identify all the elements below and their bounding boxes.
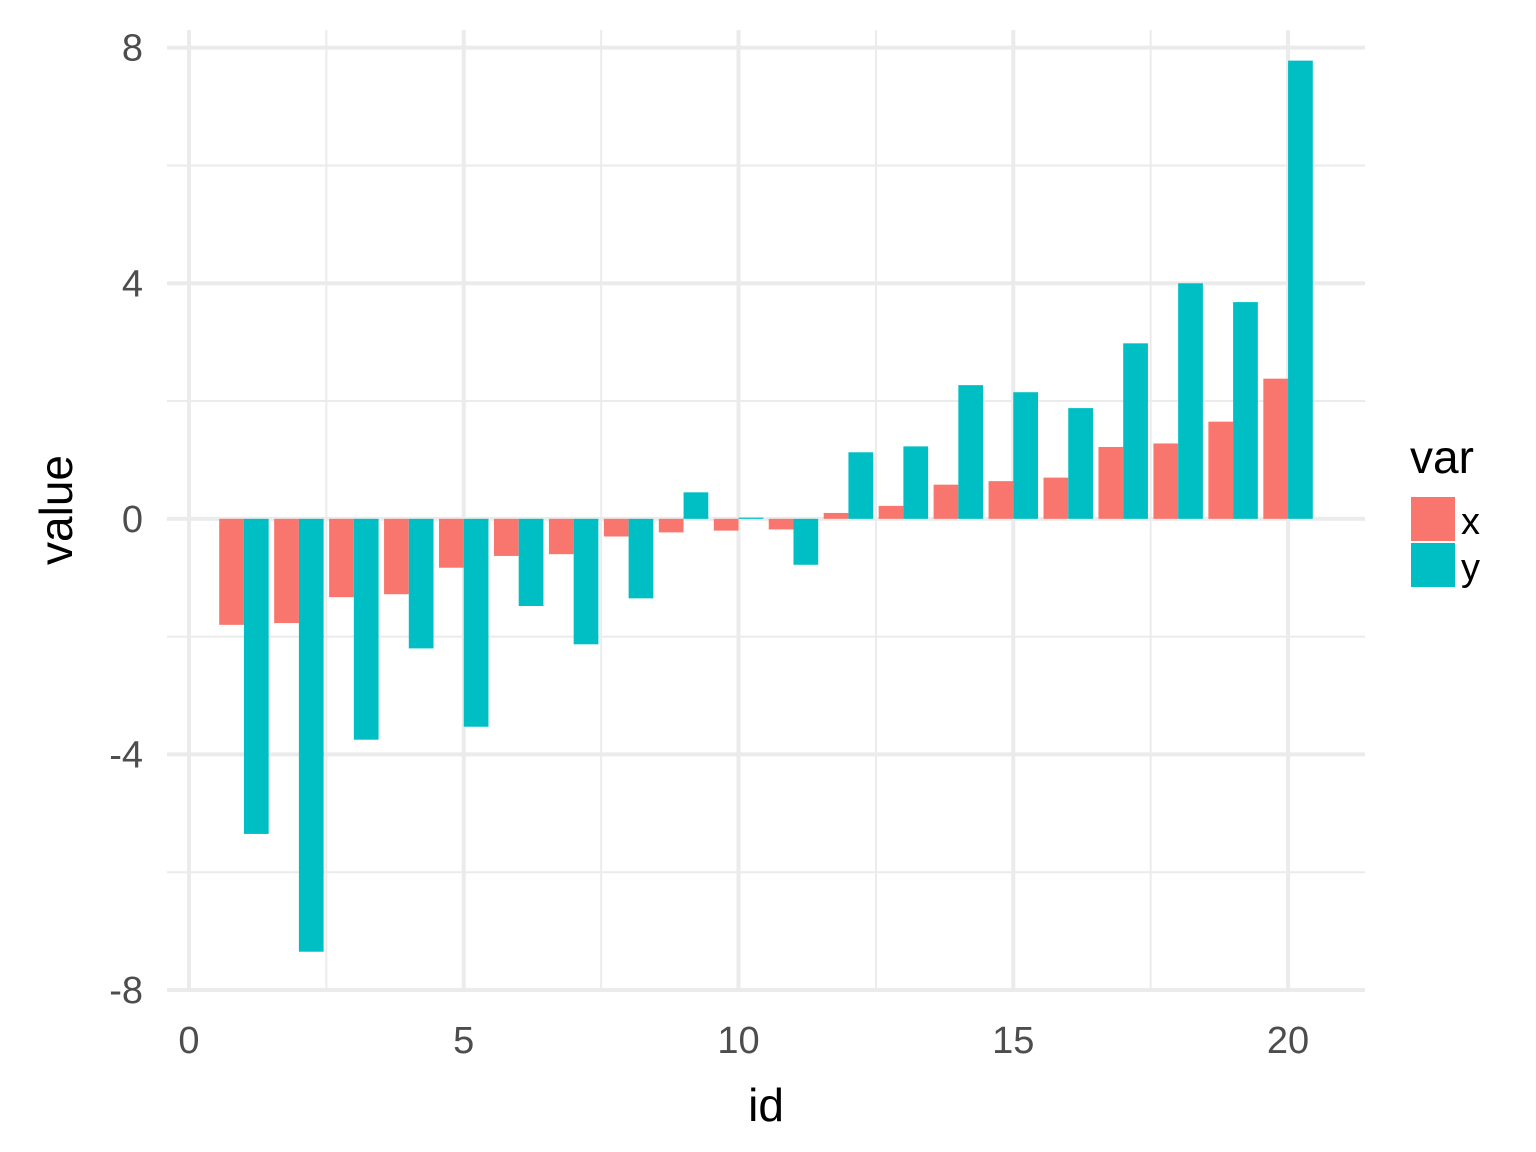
y-tick-label: 4	[122, 263, 143, 305]
x-tick-label: 15	[992, 1020, 1034, 1062]
bar-y-19	[1233, 302, 1258, 519]
bar-y-5	[463, 518, 489, 727]
bar-y-18	[1178, 283, 1203, 519]
bar-x-3	[329, 518, 354, 598]
y-axis-ticks: -8 -4 0 4 8	[109, 28, 143, 1012]
bar-x-6	[493, 518, 519, 556]
legend: var x y	[1410, 431, 1480, 589]
bar-y-3	[353, 518, 379, 740]
bar-x-19	[1208, 421, 1234, 519]
bar-y-13	[903, 446, 929, 519]
x-tick-label: 0	[178, 1020, 199, 1062]
bar-x-14	[933, 484, 959, 519]
y-tick-label: -8	[109, 970, 143, 1012]
x-tick-label: 5	[453, 1020, 474, 1062]
bar-x-8	[603, 518, 629, 537]
bar-y-7	[573, 518, 599, 645]
x-tick-label: 10	[717, 1020, 759, 1062]
y-axis-title: value	[30, 455, 82, 565]
y-tick-label: -4	[109, 734, 143, 776]
bars	[219, 60, 1313, 952]
legend-label-y: y	[1461, 547, 1480, 589]
bar-y-20	[1288, 60, 1313, 519]
bar-y-17	[1123, 343, 1148, 519]
bar-x-17	[1098, 446, 1124, 519]
bar-x-9	[658, 518, 684, 533]
bar-x-13	[878, 505, 904, 519]
bar-x-4	[384, 518, 409, 595]
bar-x-2	[274, 518, 299, 624]
legend-title: var	[1410, 431, 1474, 483]
bar-x-12	[823, 512, 849, 519]
bar-x-1	[219, 518, 244, 625]
bar-x-15	[988, 481, 1014, 519]
bar-x-5	[439, 518, 464, 568]
y-tick-label: 0	[122, 499, 143, 541]
bar-x-16	[1043, 477, 1069, 519]
bar-y-6	[518, 518, 544, 606]
bar-y-4	[408, 518, 434, 649]
bar-x-11	[768, 518, 794, 530]
y-tick-label: 8	[122, 28, 143, 70]
bar-y-16	[1068, 408, 1093, 519]
bar-y-10	[738, 517, 764, 519]
bar-x-10	[713, 518, 739, 531]
bar-x-20	[1263, 378, 1289, 519]
bar-y-11	[793, 518, 819, 565]
bar-x-7	[548, 518, 574, 555]
bar-y-9	[683, 492, 709, 519]
x-tick-label: 20	[1267, 1020, 1309, 1062]
legend-label-x: x	[1461, 501, 1480, 543]
x-axis-ticks: 0 5 10 15 20	[178, 1020, 1309, 1062]
bar-y-12	[848, 452, 874, 519]
bar-y-8	[628, 518, 654, 599]
legend-key-x	[1411, 497, 1455, 541]
legend-key-y	[1411, 543, 1455, 587]
bar-x-18	[1153, 443, 1179, 519]
x-axis-title: id	[748, 1079, 784, 1131]
bar-y-2	[298, 518, 324, 952]
bar-y-15	[1013, 392, 1039, 519]
bar-y-1	[243, 518, 269, 834]
bar-y-14	[958, 385, 984, 519]
